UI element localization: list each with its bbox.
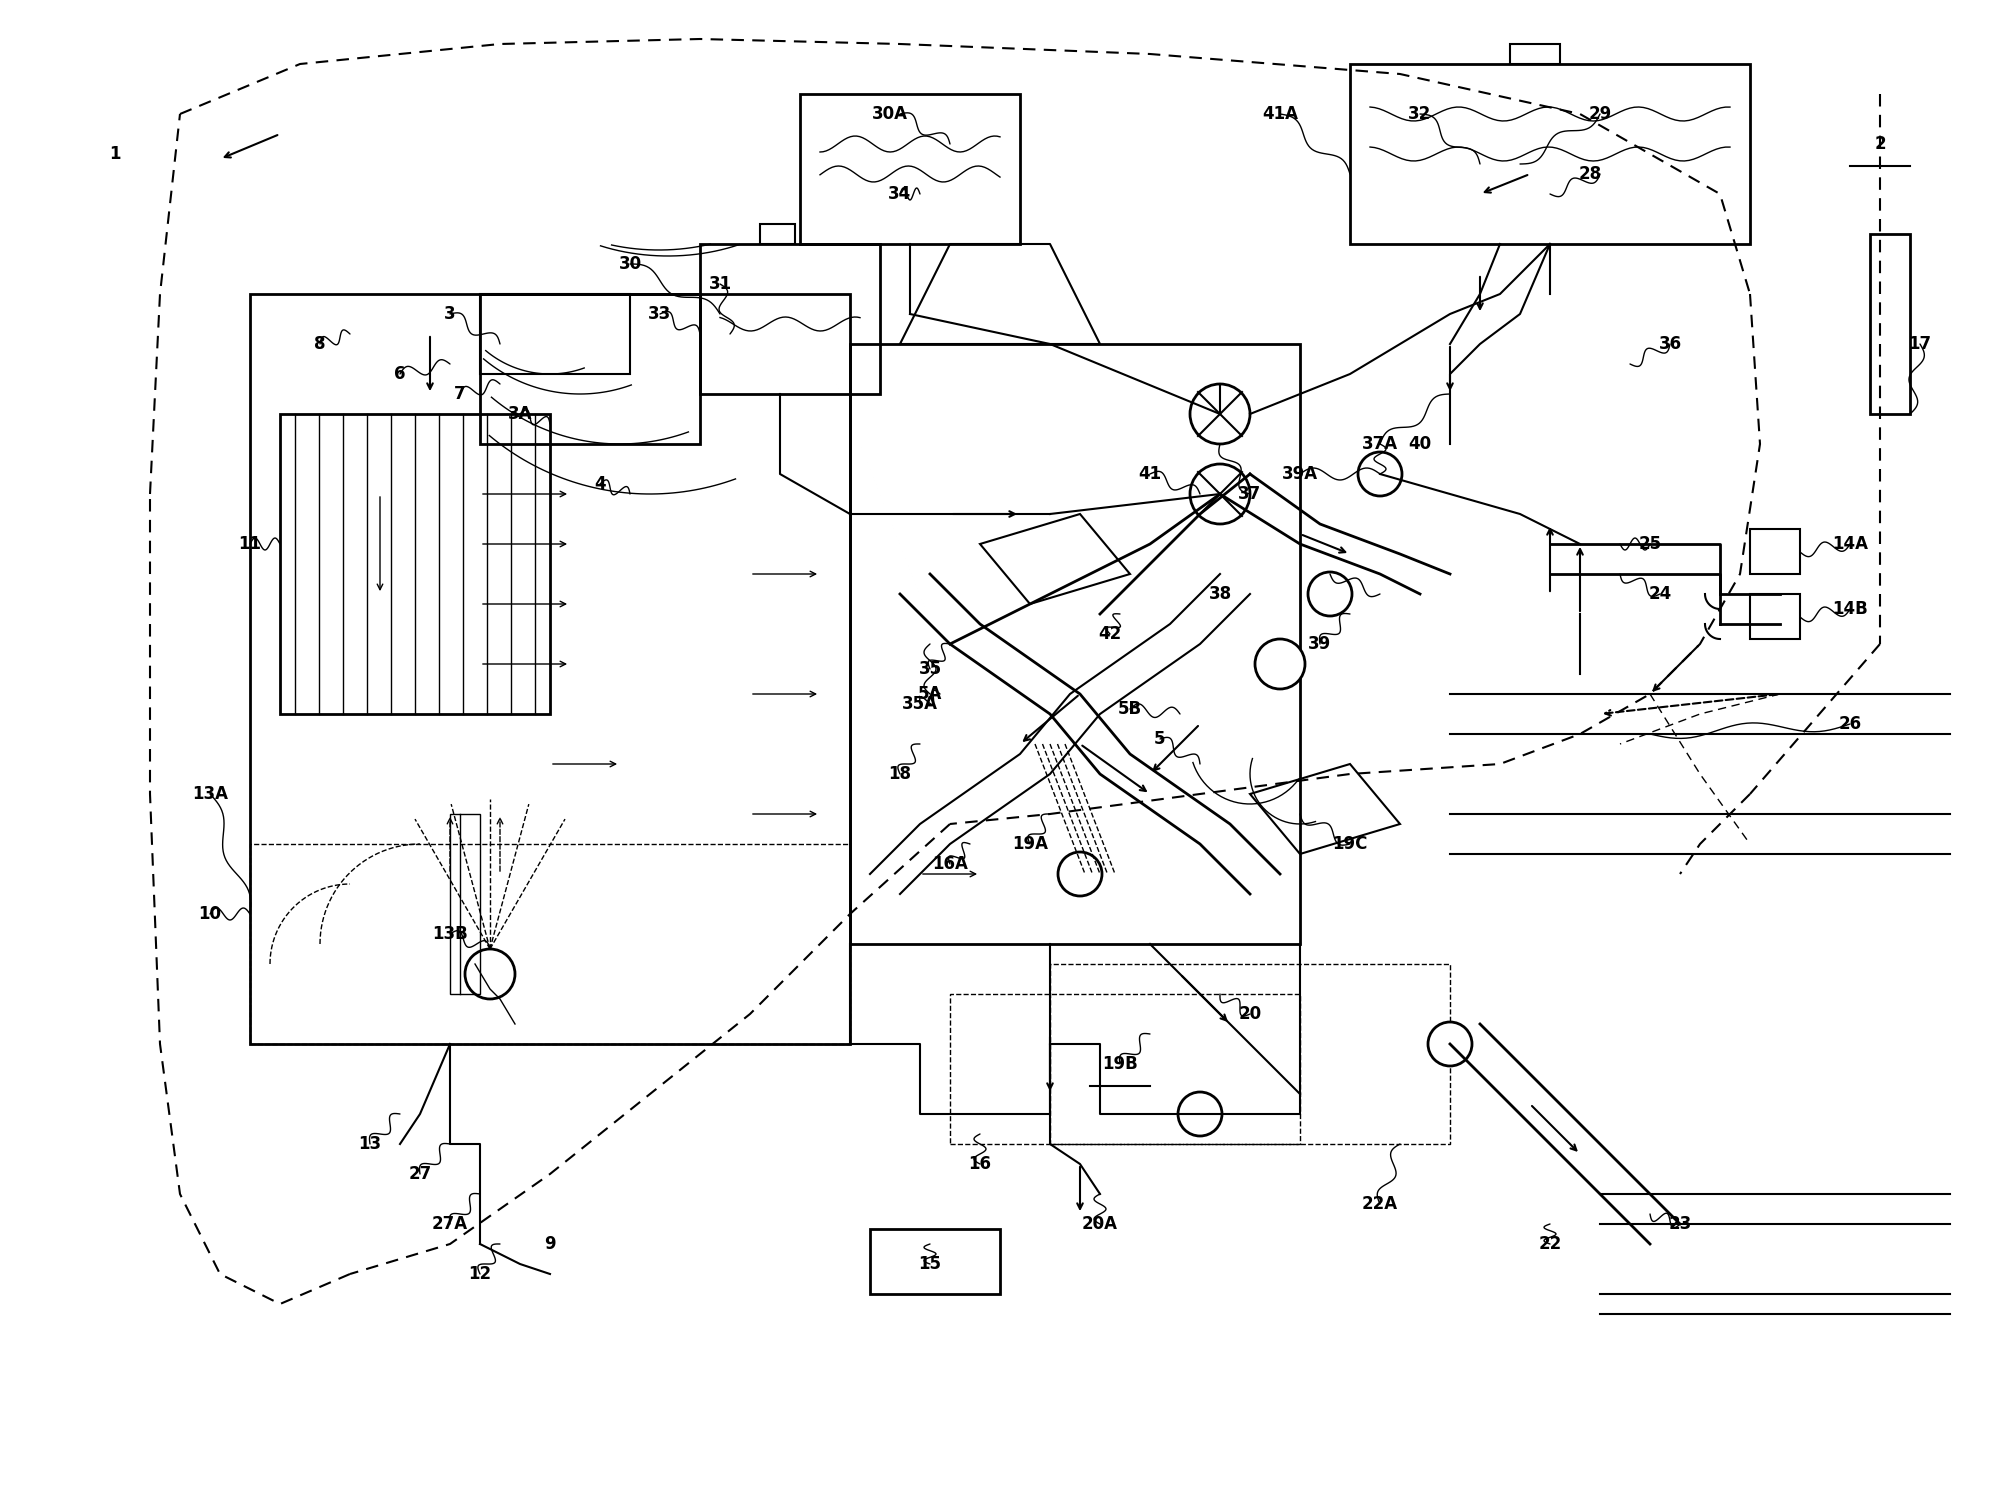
Text: 22A: 22A xyxy=(1362,1195,1398,1213)
Bar xyxy=(481,294,630,374)
Circle shape xyxy=(1189,465,1249,524)
Circle shape xyxy=(1177,1092,1221,1135)
Text: 19B: 19B xyxy=(1103,1055,1139,1073)
Text: 39: 39 xyxy=(1308,635,1332,653)
Text: 1: 1 xyxy=(109,145,121,163)
Bar xyxy=(700,244,879,394)
Text: 16A: 16A xyxy=(932,855,968,872)
Circle shape xyxy=(1255,639,1306,689)
Bar xyxy=(451,814,481,994)
Text: 16: 16 xyxy=(968,1155,992,1173)
Circle shape xyxy=(1358,453,1402,496)
Bar xyxy=(801,94,1020,244)
Bar xyxy=(1350,64,1750,244)
Text: 37A: 37A xyxy=(1362,435,1398,453)
Text: 37: 37 xyxy=(1237,486,1262,503)
Text: 24: 24 xyxy=(1648,586,1672,604)
Bar xyxy=(761,224,795,244)
Bar xyxy=(249,294,849,1044)
Bar xyxy=(1750,595,1801,639)
Text: 30A: 30A xyxy=(871,105,907,123)
Bar xyxy=(849,344,1300,944)
Text: 15: 15 xyxy=(919,1255,942,1273)
Circle shape xyxy=(1308,572,1352,616)
Bar xyxy=(280,414,549,714)
Text: 23: 23 xyxy=(1668,1215,1692,1233)
Text: 5B: 5B xyxy=(1119,701,1143,719)
Text: 25: 25 xyxy=(1638,535,1662,553)
Text: 34: 34 xyxy=(889,185,911,203)
Text: 10: 10 xyxy=(199,905,221,923)
Bar xyxy=(481,294,700,444)
Text: 40: 40 xyxy=(1408,435,1433,453)
Text: 36: 36 xyxy=(1658,335,1682,353)
Text: 12: 12 xyxy=(469,1265,491,1283)
Circle shape xyxy=(1189,384,1249,444)
Text: 13B: 13B xyxy=(433,925,469,943)
Text: 32: 32 xyxy=(1408,105,1433,123)
Text: 5: 5 xyxy=(1155,731,1165,748)
Text: 18: 18 xyxy=(889,765,911,783)
Text: 5A: 5A xyxy=(917,686,942,704)
Circle shape xyxy=(1058,852,1103,896)
Bar xyxy=(1509,43,1559,64)
Text: 3: 3 xyxy=(445,305,457,323)
Text: 30: 30 xyxy=(618,255,642,273)
Text: 2: 2 xyxy=(1875,134,1885,152)
Bar xyxy=(249,844,849,1044)
Text: 41A: 41A xyxy=(1262,105,1298,123)
Text: 14B: 14B xyxy=(1833,601,1867,619)
Text: 14A: 14A xyxy=(1833,535,1867,553)
Text: 27: 27 xyxy=(408,1165,433,1183)
Text: 39A: 39A xyxy=(1282,465,1318,483)
Text: 35: 35 xyxy=(917,660,942,678)
Text: 33: 33 xyxy=(648,305,672,323)
Bar xyxy=(950,994,1300,1144)
Text: 19C: 19C xyxy=(1332,835,1368,853)
Text: 22: 22 xyxy=(1539,1236,1561,1253)
Text: 31: 31 xyxy=(708,275,732,293)
Text: 28: 28 xyxy=(1579,164,1602,182)
Bar xyxy=(1869,235,1909,414)
Text: 41: 41 xyxy=(1139,465,1161,483)
Text: 26: 26 xyxy=(1839,716,1861,734)
Text: 42: 42 xyxy=(1099,624,1121,642)
Text: 27A: 27A xyxy=(433,1215,469,1233)
Text: 20: 20 xyxy=(1239,1005,1262,1023)
Text: 11: 11 xyxy=(239,535,262,553)
Text: 17: 17 xyxy=(1909,335,1932,353)
Text: 19A: 19A xyxy=(1012,835,1048,853)
Circle shape xyxy=(1429,1022,1473,1067)
Text: 20A: 20A xyxy=(1082,1215,1119,1233)
Text: 29: 29 xyxy=(1587,105,1612,123)
Bar xyxy=(869,1230,1000,1294)
Text: 13: 13 xyxy=(358,1135,382,1153)
Text: 3A: 3A xyxy=(507,405,533,423)
Text: 8: 8 xyxy=(314,335,326,353)
Text: 38: 38 xyxy=(1209,586,1231,604)
Text: 13A: 13A xyxy=(191,784,227,802)
Text: 4: 4 xyxy=(594,475,606,493)
Text: 9: 9 xyxy=(543,1236,555,1253)
Text: 7: 7 xyxy=(455,385,467,403)
Bar xyxy=(1750,529,1801,574)
Text: 6: 6 xyxy=(394,365,406,382)
Text: 35A: 35A xyxy=(901,695,938,713)
Bar xyxy=(1050,964,1451,1144)
